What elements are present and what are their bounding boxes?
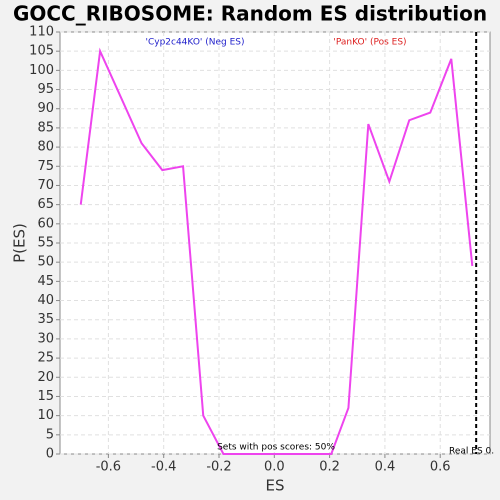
y-tick-label: 0 [46,447,54,462]
y-tick-label: 35 [37,312,54,327]
x-tick-label: 0.0 [264,460,285,475]
y-tick-label: 100 [29,63,54,78]
x-tick-label: -0.2 [206,460,231,475]
y-tick-label: 90 [37,101,54,116]
y-tick-label: 50 [37,255,54,270]
pos-note: Sets with pos scores: 50% [217,443,335,453]
y-tick-label: 40 [37,293,54,308]
y-tick-label: 20 [37,370,54,385]
y-tick-label: 25 [37,351,54,366]
y-tick-label: 65 [37,197,54,212]
y-tick-label: 75 [37,159,54,174]
x-tick-label: -0.6 [96,460,121,475]
y-tick-label: 15 [37,389,54,404]
y-tick-label: 70 [37,178,54,193]
y-tick-label: 10 [37,408,54,423]
y-tick-label: 105 [29,44,54,59]
y-tick-label: 85 [37,120,54,135]
y-tick-label: 110 [29,25,54,40]
x-tick-label: -0.4 [151,460,176,475]
x-tick-label: 0.4 [375,460,396,475]
x-tick-label: 0.2 [319,460,340,475]
y-tick-label: 60 [37,216,54,231]
es-line [79,47,474,455]
neg-label: 'Cyp2c44KO' (Neg ES) [145,38,244,48]
x-tick-label: 0.6 [430,460,451,475]
real-es-label: Real ES 0. [449,447,494,457]
y-axis-label: P(ES) [11,223,29,263]
y-tick-label: 55 [37,236,54,251]
x-axis-label: ES [266,477,285,495]
y-tick-label: 80 [37,140,54,155]
pos-label: 'PanKO' (Pos ES) [333,38,406,48]
y-tick-label: 95 [37,82,54,97]
y-tick-label: 5 [46,427,54,442]
y-tick-label: 45 [37,274,54,289]
chart-title: GOCC_RIBOSOME: Random ES distribution [13,2,487,26]
y-tick-label: 30 [37,331,54,346]
